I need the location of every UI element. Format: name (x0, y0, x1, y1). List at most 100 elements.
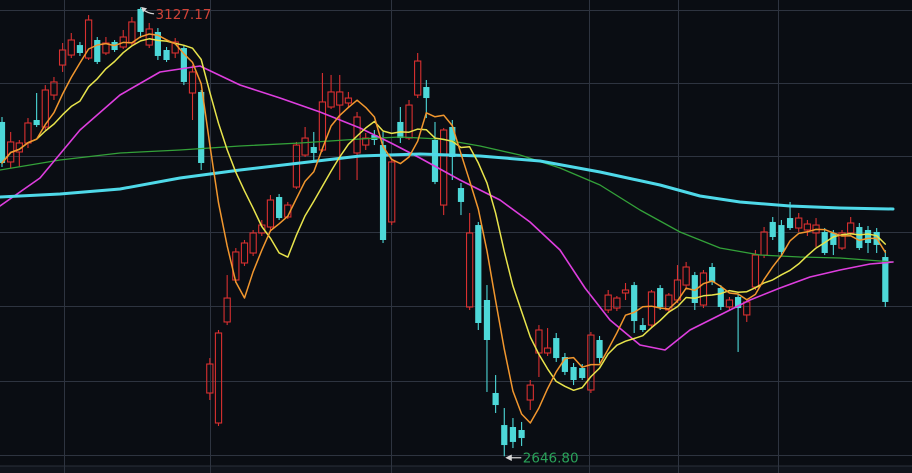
candle[interactable] (249, 230, 257, 256)
candle-body-down (137, 8, 144, 32)
candle[interactable] (596, 335, 603, 363)
candle[interactable] (492, 375, 499, 413)
ma5-line (1, 33, 887, 424)
candle-body-down (276, 197, 283, 219)
candle[interactable] (206, 358, 214, 400)
candle[interactable] (501, 408, 508, 457)
candle[interactable] (214, 330, 223, 426)
candle-body-up (699, 272, 708, 306)
candle[interactable] (604, 290, 612, 313)
candle[interactable] (423, 80, 430, 119)
candle[interactable] (535, 325, 543, 378)
candle[interactable] (483, 285, 491, 392)
candle-body-down (423, 87, 430, 99)
candle[interactable] (94, 37, 101, 65)
candle[interactable] (371, 130, 378, 146)
candle-body-up (249, 232, 257, 254)
candle[interactable] (0, 117, 6, 168)
candle-body-down (778, 225, 785, 252)
candle[interactable] (838, 230, 846, 250)
candle[interactable] (699, 270, 708, 309)
candle[interactable] (362, 132, 370, 150)
candle-body-up (803, 223, 812, 231)
candle[interactable] (266, 195, 275, 230)
candle[interactable] (310, 131, 317, 160)
candle[interactable] (50, 77, 58, 100)
candle[interactable] (240, 240, 249, 266)
candle[interactable] (41, 85, 49, 130)
candle-body-up (327, 91, 335, 108)
candle-body-up (388, 161, 396, 223)
candle[interactable] (58, 42, 67, 72)
candle[interactable] (543, 328, 552, 356)
candle-body-up (84, 19, 93, 59)
candle[interactable] (163, 47, 170, 62)
candle[interactable] (465, 212, 474, 310)
candle[interactable] (76, 41, 84, 56)
candle-body-down (735, 297, 742, 309)
candle-body-up (292, 144, 301, 188)
candle[interactable] (778, 220, 785, 256)
candle-body-down (492, 392, 499, 406)
candle[interactable] (509, 418, 517, 449)
candle[interactable] (379, 131, 387, 243)
candle-body-down (180, 48, 187, 82)
candle-body-down (483, 300, 491, 340)
candle[interactable] (613, 295, 621, 312)
candle[interactable] (276, 194, 283, 220)
candle[interactable] (561, 352, 568, 376)
candle[interactable] (180, 45, 187, 86)
candle[interactable] (830, 230, 837, 256)
candle[interactable] (154, 28, 161, 60)
candle-body-up (613, 297, 621, 309)
candle[interactable] (145, 22, 153, 49)
candle[interactable] (631, 281, 638, 333)
candle[interactable] (137, 7, 144, 39)
candle[interactable] (84, 15, 93, 60)
candle-body-up (50, 81, 58, 96)
candle[interactable] (198, 90, 205, 170)
candle[interactable] (414, 52, 422, 99)
candle[interactable] (223, 275, 231, 326)
candle[interactable] (67, 32, 75, 59)
candle[interactable] (856, 222, 863, 250)
candle[interactable] (882, 250, 889, 308)
candle[interactable] (258, 220, 266, 236)
candle-body-down (830, 232, 837, 245)
candle[interactable] (33, 92, 40, 128)
candle-body-down (856, 227, 863, 249)
candle[interactable] (553, 332, 560, 362)
candle-body-up (240, 242, 249, 264)
candle[interactable] (682, 261, 690, 289)
candle-body-up (838, 232, 846, 249)
candle[interactable] (657, 285, 664, 310)
candle[interactable] (336, 74, 344, 180)
candle[interactable] (587, 331, 595, 393)
candle[interactable] (188, 65, 197, 120)
candle[interactable] (440, 128, 448, 216)
candle-body-up (41, 89, 49, 128)
candle[interactable] (518, 421, 525, 446)
candle[interactable] (803, 220, 812, 236)
candle-body-down (657, 288, 664, 308)
candle-body-up (67, 39, 75, 56)
candle[interactable] (795, 212, 803, 232)
candle[interactable] (301, 127, 309, 158)
candle[interactable] (639, 318, 646, 332)
candle[interactable] (457, 182, 465, 216)
candle-body-up (543, 347, 552, 354)
candle[interactable] (526, 380, 534, 410)
candle[interactable] (327, 74, 335, 109)
candle[interactable] (344, 91, 353, 108)
candle[interactable] (621, 282, 630, 300)
candle[interactable] (570, 362, 577, 386)
candle[interactable] (864, 225, 872, 253)
candle[interactable] (735, 294, 742, 352)
candle[interactable] (769, 217, 776, 240)
candle[interactable] (475, 221, 482, 330)
candle[interactable] (717, 285, 724, 310)
chart-bottom-axis-strip (0, 466, 912, 473)
